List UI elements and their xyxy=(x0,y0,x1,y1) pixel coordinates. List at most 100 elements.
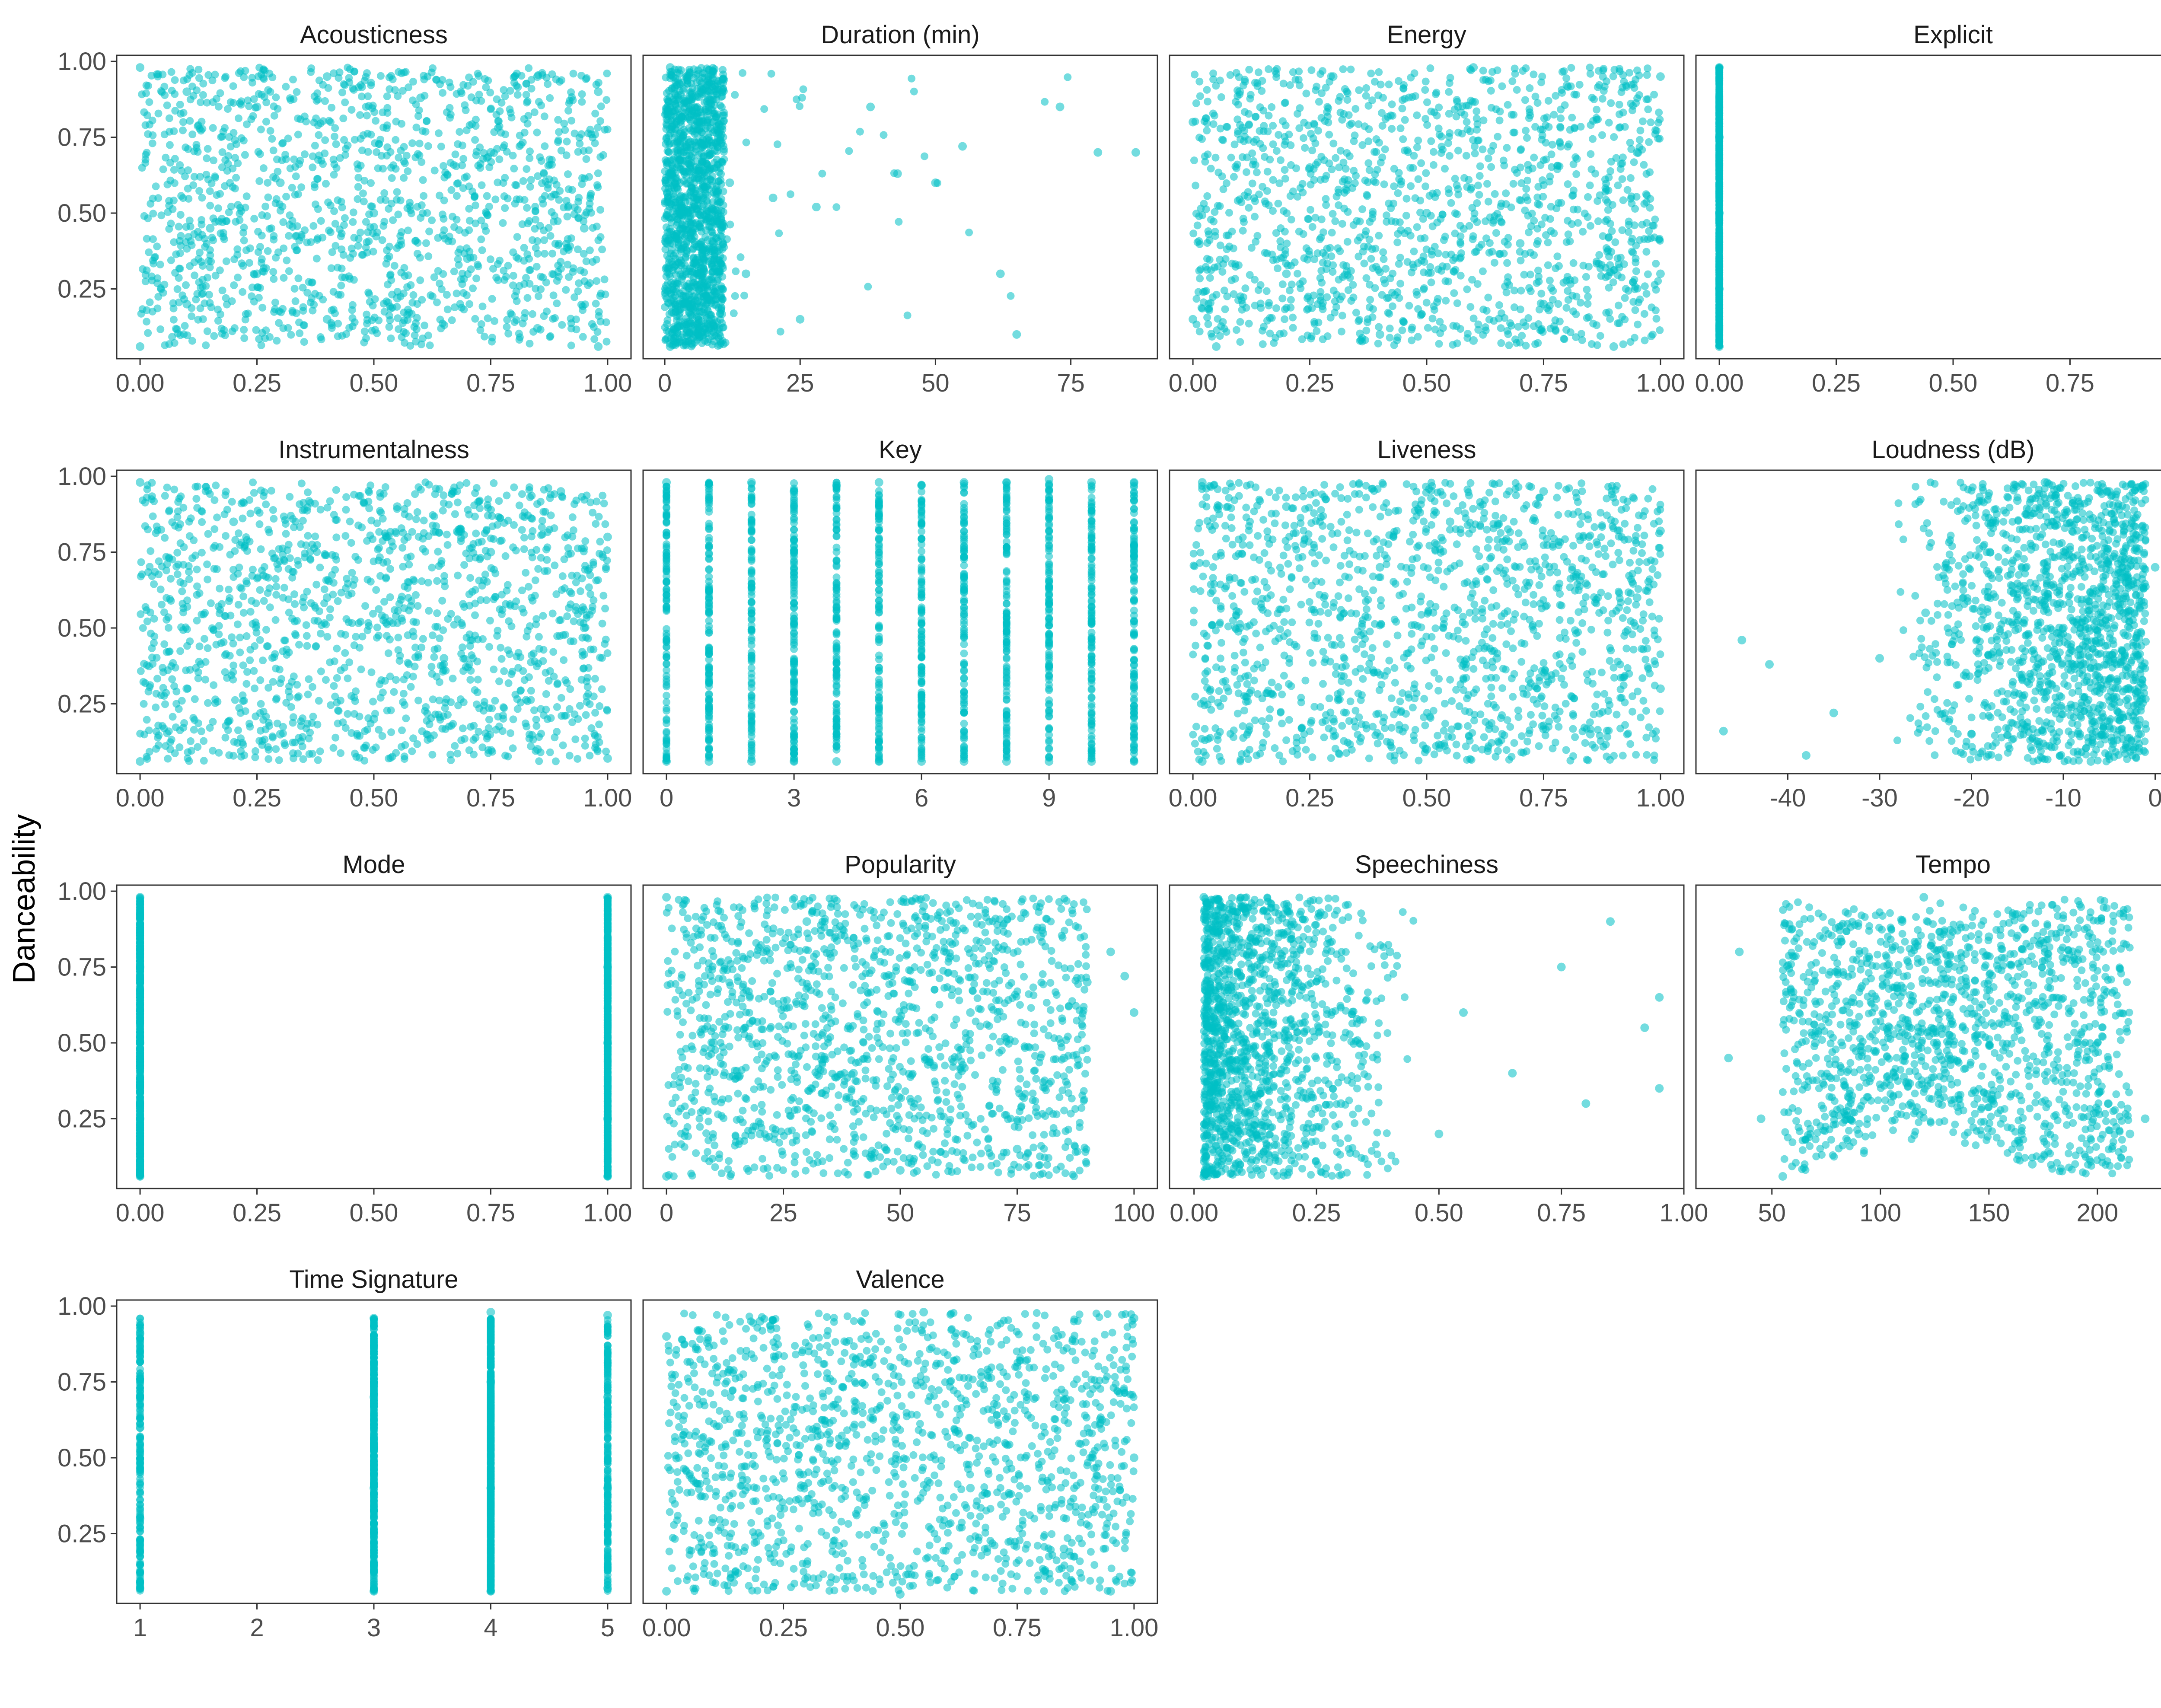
scatter-point xyxy=(516,333,524,341)
scatter-point xyxy=(1451,175,1459,183)
scatter-point xyxy=(713,215,721,223)
scatter-point xyxy=(1379,248,1387,256)
scatter-point xyxy=(1638,220,1646,229)
scatter-point xyxy=(1614,301,1622,309)
scatter-point xyxy=(406,342,414,350)
scatter-point xyxy=(240,334,249,342)
scatter-point xyxy=(526,183,534,191)
scatter-point xyxy=(698,90,707,98)
scatter-point xyxy=(330,171,338,179)
scatter-point xyxy=(460,306,468,314)
scatter-point xyxy=(1473,120,1482,128)
scatter-point xyxy=(591,109,599,118)
scatter-point xyxy=(1209,120,1218,128)
scatter-point xyxy=(356,111,364,119)
scatter-point xyxy=(1424,269,1432,277)
scatter-point xyxy=(1245,319,1253,328)
scatter-point xyxy=(596,206,605,214)
scatter-point xyxy=(311,290,319,298)
data-point xyxy=(486,148,495,157)
scatter-point xyxy=(1246,91,1255,99)
scatter-point xyxy=(716,220,724,229)
scatter-point xyxy=(1413,223,1421,231)
scatter-point xyxy=(472,147,481,156)
scatter-point xyxy=(284,134,292,143)
scatter-point xyxy=(186,96,194,104)
scatter-point xyxy=(680,148,688,156)
scatter-point xyxy=(714,259,722,267)
scatter-point xyxy=(253,283,261,291)
scatter-point xyxy=(708,165,716,173)
scatter-point xyxy=(1243,168,1250,176)
scatter-point xyxy=(668,123,676,131)
data-point xyxy=(1235,87,1244,96)
scatter-point xyxy=(425,227,433,236)
scatter-point xyxy=(1289,187,1297,195)
scatter-point xyxy=(1503,327,1511,335)
scatter-point xyxy=(685,68,693,76)
scatter-point xyxy=(409,291,418,299)
scatter-point xyxy=(688,184,696,192)
scatter-point xyxy=(482,83,490,91)
scatter-point xyxy=(445,78,453,86)
scatter-point xyxy=(1197,304,1205,312)
scatter-point xyxy=(499,179,507,187)
scatter-point xyxy=(326,201,335,210)
scatter-point xyxy=(184,166,192,174)
scatter-point xyxy=(433,298,441,306)
scatter-point xyxy=(1642,95,1651,103)
data-point xyxy=(698,118,707,127)
scatter-point xyxy=(369,302,377,309)
x-tick-label: 1.00 xyxy=(1636,369,1685,397)
scatter-point xyxy=(458,161,466,169)
scatter-point xyxy=(1555,317,1564,325)
scatter-point xyxy=(710,126,718,134)
scatter-point xyxy=(685,105,694,113)
scatter-point xyxy=(271,298,279,306)
scatter-point xyxy=(1244,188,1252,196)
scatter-point xyxy=(1572,170,1581,178)
scatter-point xyxy=(292,172,300,180)
scatter-point xyxy=(447,186,456,194)
scatter-point xyxy=(595,312,603,320)
scatter-point xyxy=(1644,105,1652,114)
scatter-point xyxy=(1404,227,1412,235)
scatter-point xyxy=(555,239,563,248)
scatter-point xyxy=(1620,260,1628,268)
scatter-point xyxy=(688,330,696,338)
scatter-point xyxy=(1525,114,1533,122)
scatter-point xyxy=(322,180,330,188)
scatter-point xyxy=(1474,182,1482,190)
scatter-point xyxy=(1351,131,1359,140)
scatter-point xyxy=(1272,147,1281,155)
scatter-point xyxy=(342,330,351,338)
scatter-point xyxy=(691,203,699,211)
scatter-point xyxy=(1364,102,1373,110)
scatter-point xyxy=(1278,294,1287,303)
scatter-point xyxy=(210,156,218,165)
scatter-point xyxy=(1310,119,1318,127)
scatter-point xyxy=(1646,168,1654,176)
scatter-point xyxy=(1223,245,1231,253)
scatter-point xyxy=(1414,137,1422,144)
scatter-point xyxy=(536,153,544,161)
scatter-point xyxy=(1593,105,1601,114)
scatter-point xyxy=(1237,135,1244,143)
scatter-point xyxy=(308,278,316,287)
scatter-point xyxy=(458,89,465,97)
scatter-point xyxy=(211,172,219,181)
scatter-point xyxy=(288,217,296,225)
scatter-point xyxy=(1602,273,1610,281)
scatter-point xyxy=(577,130,586,138)
data-point xyxy=(812,203,821,211)
scatter-point xyxy=(1645,227,1653,235)
scatter-point xyxy=(410,323,418,331)
scatter-point xyxy=(1651,215,1659,223)
scatter-point xyxy=(1604,206,1612,214)
scatter-point xyxy=(719,254,727,262)
scatter-point xyxy=(149,235,157,243)
scatter-point xyxy=(399,328,408,336)
scatter-point xyxy=(1555,262,1563,270)
scatter-point xyxy=(1432,89,1441,97)
